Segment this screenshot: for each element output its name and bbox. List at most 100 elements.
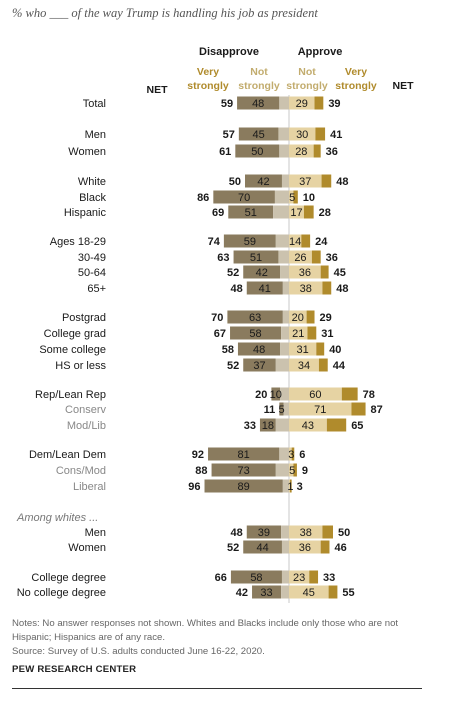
bar-approve-not (289, 479, 290, 493)
net-disapprove-label: 50 (229, 176, 241, 188)
bar-approve-very (322, 525, 333, 539)
bar-disapprove-not (278, 127, 289, 141)
value-approve-not: 28 (295, 146, 307, 158)
net-approve-label: 46 (334, 542, 346, 554)
bar-approve-not (289, 570, 310, 584)
row-label: Liberal (73, 481, 106, 493)
net-disapprove-label: 92 (192, 449, 204, 461)
net-disapprove-label: 61 (219, 146, 231, 158)
bar-disapprove-very (252, 585, 282, 599)
net-disapprove-label: 66 (215, 572, 227, 584)
row-label: Total (83, 98, 106, 110)
net-disapprove-label: 86 (197, 192, 209, 204)
value-disapprove-very: 89 (238, 481, 250, 493)
header-disapprove-not-2: strongly (238, 80, 280, 92)
value-disapprove-very: 58 (250, 572, 262, 584)
value-approve-not: 60 (309, 389, 321, 401)
value-approve-not: 36 (299, 542, 311, 554)
net-disapprove-label: 96 (188, 481, 200, 493)
bar-approve-not (289, 127, 316, 141)
row-label: Rep/Lean Rep (35, 389, 106, 401)
bar-approve-very (315, 127, 326, 141)
net-disapprove-label: 63 (217, 252, 229, 264)
net-approve-label: 28 (319, 207, 331, 219)
row-label: Dem/Lean Dem (29, 449, 106, 461)
row-label: Men (85, 129, 106, 141)
row-label: Ages 18-29 (50, 236, 106, 248)
value-disapprove-very: 33 (260, 587, 272, 599)
value-approve-not: 38 (300, 527, 312, 539)
bar-approve-very (307, 326, 317, 340)
net-disapprove-label: 52 (227, 267, 239, 279)
bar-disapprove-very (235, 144, 280, 158)
row-label: HS or less (55, 360, 106, 372)
notes-line-2: Hispanic; Hispanics are of any race. (12, 632, 166, 643)
row-label: Postgrad (62, 312, 106, 324)
bar-approve-very (321, 174, 332, 188)
value-disapprove-very: 45 (253, 129, 265, 141)
value-disapprove-very: 50 (251, 146, 263, 158)
bar-approve-not (289, 310, 307, 324)
bar-disapprove-very (223, 234, 276, 248)
value-disapprove-very: 42 (257, 176, 269, 188)
row-label: Black (79, 192, 106, 204)
header-net-left: NET (147, 84, 169, 96)
bar-approve-very (311, 250, 321, 264)
bar-approve-very (314, 96, 324, 110)
value-disapprove-very: 18 (262, 420, 274, 432)
bar-disapprove-not (279, 447, 289, 461)
bar-disapprove-very (227, 310, 283, 324)
value-disapprove-very: 5 (278, 404, 284, 416)
net-disapprove-label: 48 (231, 527, 243, 539)
value-approve-not: 3 (288, 449, 294, 461)
net-approve-label: 3 (297, 481, 303, 493)
net-approve-label: 45 (334, 267, 346, 279)
bar-disapprove-very (208, 447, 280, 461)
bar-approve-not (289, 326, 308, 340)
bar-approve-very (351, 402, 366, 416)
bar-disapprove-very (228, 205, 274, 219)
net-approve-label: 78 (363, 389, 375, 401)
value-approve-not: 5 (289, 192, 295, 204)
value-disapprove-very: 48 (253, 344, 265, 356)
bar-approve-very (318, 358, 328, 372)
bar-approve-not (289, 525, 323, 539)
bar-approve-not (289, 342, 317, 356)
value-approve-not: 34 (298, 360, 310, 372)
net-approve-label: 55 (342, 587, 354, 599)
bar-approve-not (289, 144, 314, 158)
bar-approve-very (341, 387, 358, 401)
bar-disapprove-very (246, 281, 283, 295)
header-disapprove-not: Not (250, 66, 268, 78)
header-approve-very: Very (345, 66, 367, 78)
net-approve-label: 50 (338, 527, 350, 539)
row-label: Women (68, 146, 106, 158)
bar-disapprove-very (237, 96, 280, 110)
net-approve-label: 10 (303, 192, 315, 204)
bar-approve-not (289, 250, 312, 264)
net-approve-label: 31 (321, 328, 333, 340)
value-disapprove-very: 73 (238, 465, 250, 477)
bar-disapprove-very (279, 402, 284, 416)
value-disapprove-very: 41 (259, 283, 271, 295)
net-approve-label: 24 (315, 236, 328, 248)
bar-approve-very (301, 234, 311, 248)
section-label-among-whites: Among whites ... (16, 512, 98, 524)
bar-approve-very (326, 418, 347, 432)
value-disapprove-very: 51 (250, 252, 262, 264)
bar-disapprove-very (213, 190, 275, 204)
header-disapprove-very: Very (197, 66, 219, 78)
value-disapprove-very: 44 (256, 542, 268, 554)
value-approve-not: 5 (289, 465, 295, 477)
net-disapprove-label: 70 (211, 312, 223, 324)
bar-approve-not (289, 358, 319, 372)
net-disapprove-label: 20 (255, 389, 267, 401)
value-approve-not: 71 (314, 404, 326, 416)
bar-disapprove-very (245, 174, 282, 188)
bar-disapprove-very (243, 358, 276, 372)
value-approve-not: 43 (302, 420, 314, 432)
value-disapprove-very: 42 (256, 267, 268, 279)
row-label: Cons/Mod (56, 465, 106, 477)
value-disapprove-very: 39 (258, 527, 270, 539)
bar-disapprove-not (280, 265, 289, 279)
